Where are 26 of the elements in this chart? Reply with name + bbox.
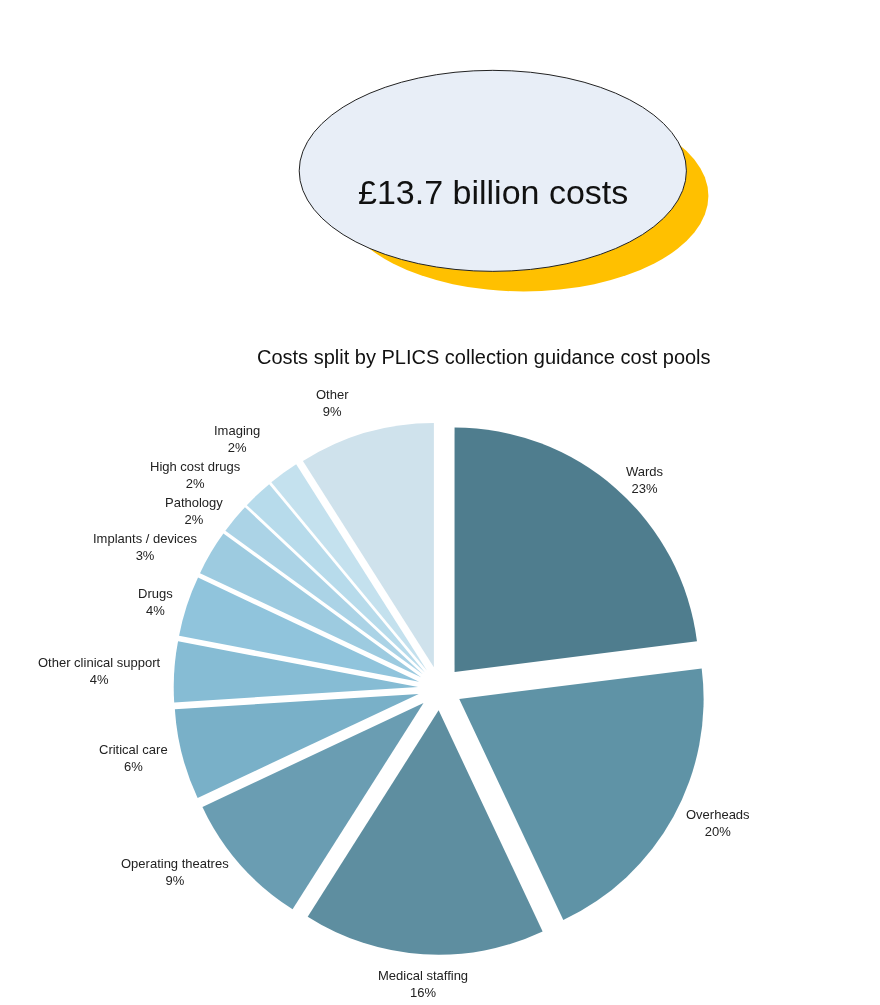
data-label: 2%	[185, 475, 205, 491]
slice-label: Pathology	[165, 495, 224, 510]
data-label: 2%	[184, 511, 204, 527]
slice-label: Operating theatres	[121, 856, 230, 871]
data-label: 9%	[165, 872, 185, 888]
slice-label: Drugs	[138, 586, 174, 601]
slice-label: Critical care	[99, 742, 168, 757]
slice-label: High cost drugs	[150, 459, 241, 474]
chart-subtitle: Costs split by PLICS collection guidance cost pools	[257, 346, 711, 368]
data-label: 4%	[89, 671, 109, 687]
data-label: 4%	[145, 602, 166, 618]
data-label: 2%	[227, 439, 247, 455]
slice-label: Overheads	[686, 807, 751, 822]
slice-label: Wards	[626, 464, 664, 479]
data-label: 6%	[123, 758, 144, 774]
data-label: 20%	[704, 823, 732, 839]
data-label: 3%	[135, 547, 155, 563]
slice-label: Imaging	[214, 423, 261, 438]
data-label: 23%	[631, 480, 658, 496]
slice-label: Other clinical support	[38, 655, 161, 670]
slice-label: Implants / devices	[93, 531, 198, 546]
slice-label: Medical staffing	[378, 968, 469, 983]
slice-label: Other	[316, 387, 350, 402]
data-label: 16%	[410, 984, 437, 1000]
data-label: 9%	[322, 403, 343, 419]
chart-title: £13.7 billion costs	[358, 173, 629, 211]
